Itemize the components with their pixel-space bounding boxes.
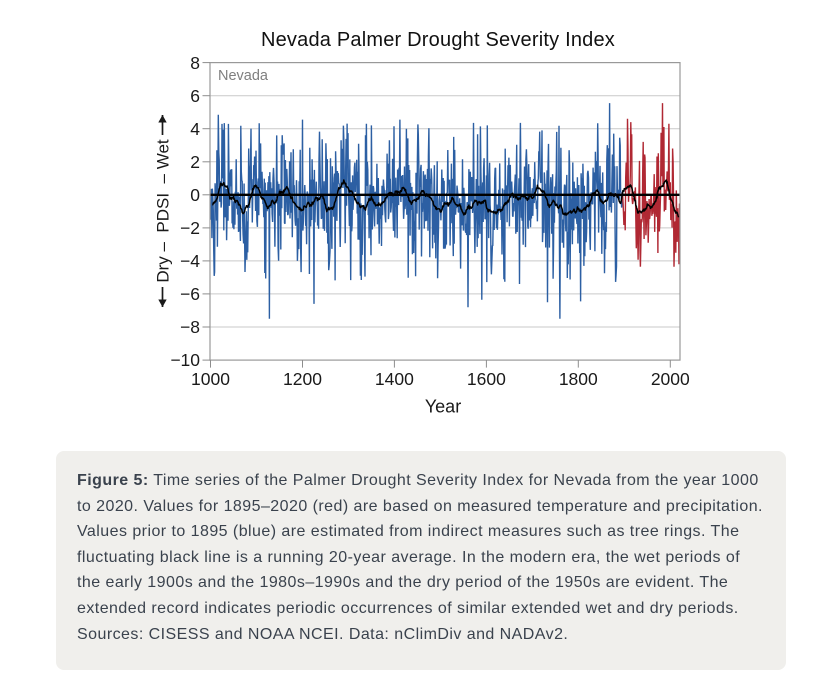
svg-text:Nevada Palmer Drought Severity: Nevada Palmer Drought Severity Index: [261, 29, 615, 51]
svg-text:−8: −8: [180, 317, 200, 337]
svg-text:2: 2: [190, 152, 200, 172]
svg-text:Dry – PDSI – Wet: Dry – PDSI – Wet: [154, 139, 173, 283]
svg-text:2000: 2000: [651, 369, 690, 389]
svg-text:4: 4: [190, 119, 200, 139]
svg-text:1800: 1800: [559, 369, 598, 389]
svg-text:−6: −6: [180, 284, 200, 304]
svg-text:−4: −4: [180, 251, 200, 271]
svg-text:Nevada: Nevada: [218, 68, 269, 84]
svg-text:1000: 1000: [191, 369, 230, 389]
svg-text:1400: 1400: [375, 369, 414, 389]
svg-text:1600: 1600: [467, 369, 506, 389]
svg-text:6: 6: [190, 86, 200, 106]
svg-text:−10: −10: [170, 350, 200, 370]
svg-text:Year: Year: [425, 397, 461, 417]
svg-text:8: 8: [190, 53, 200, 73]
svg-text:−2: −2: [180, 218, 200, 238]
svg-text:0: 0: [190, 185, 200, 205]
svg-text:1200: 1200: [283, 369, 322, 389]
